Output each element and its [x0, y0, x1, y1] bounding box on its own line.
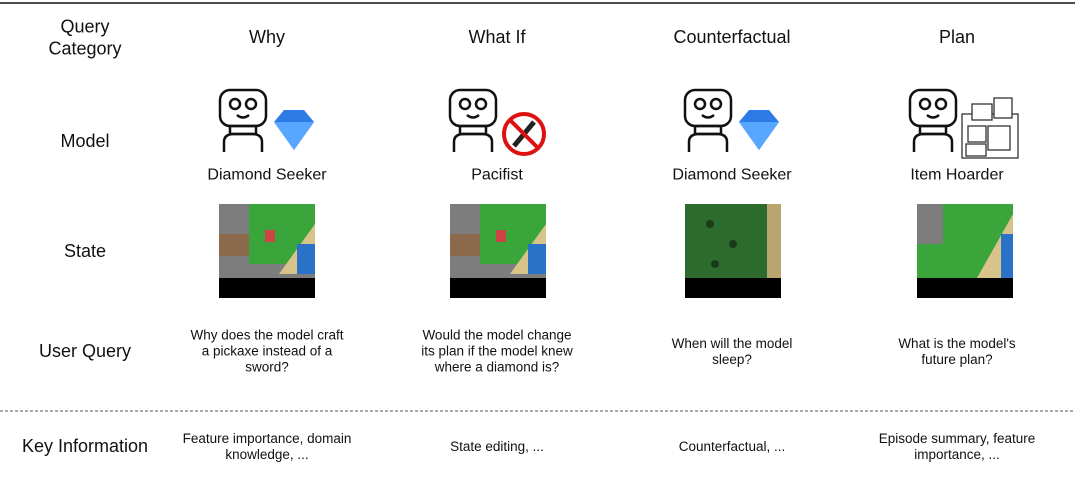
model-name: Pacifist — [471, 166, 523, 184]
model-icon — [218, 88, 314, 152]
row-label: Key Information — [21, 436, 149, 457]
key-information: Episode summary, feature importance, ... — [878, 430, 1036, 462]
model-icon — [683, 88, 779, 152]
user-query: Why does the model craft a pickaxe inste… — [190, 327, 344, 376]
user-query: When will the model sleep? — [671, 335, 793, 367]
game-state — [219, 204, 315, 298]
robot — [448, 88, 498, 152]
column-header: Counterfactual — [673, 27, 791, 48]
key-information: Counterfactual, ... — [678, 438, 786, 454]
game-state — [685, 204, 781, 298]
user-query: What is the model's future plan? — [898, 335, 1016, 367]
key-information: Feature importance, domain knowledge, ..… — [182, 430, 352, 462]
model-name: Item Hoarder — [910, 166, 1004, 184]
no-weapon — [502, 112, 546, 156]
column-header: Why — [249, 27, 285, 48]
robot — [218, 88, 268, 152]
diamond — [274, 110, 314, 150]
column-header: What If — [468, 27, 526, 48]
row-label: User Query — [38, 341, 132, 362]
game-state — [917, 204, 1013, 298]
diamond — [739, 110, 779, 150]
boxes — [961, 97, 1019, 159]
model-name: Diamond Seeker — [207, 166, 327, 184]
row-label: Model — [60, 131, 110, 152]
game-state — [450, 204, 546, 298]
key-information: State editing, ... — [450, 438, 544, 454]
model-icon — [448, 88, 546, 156]
model-icon — [908, 88, 1019, 159]
robot — [683, 88, 733, 152]
user-query: Would the model change its plan if the m… — [421, 327, 573, 376]
header-label: Query Category — [48, 16, 122, 58]
model-name: Diamond Seeker — [672, 166, 792, 184]
robot — [908, 88, 958, 152]
row-label: State — [63, 241, 107, 262]
column-header: Plan — [938, 27, 976, 48]
